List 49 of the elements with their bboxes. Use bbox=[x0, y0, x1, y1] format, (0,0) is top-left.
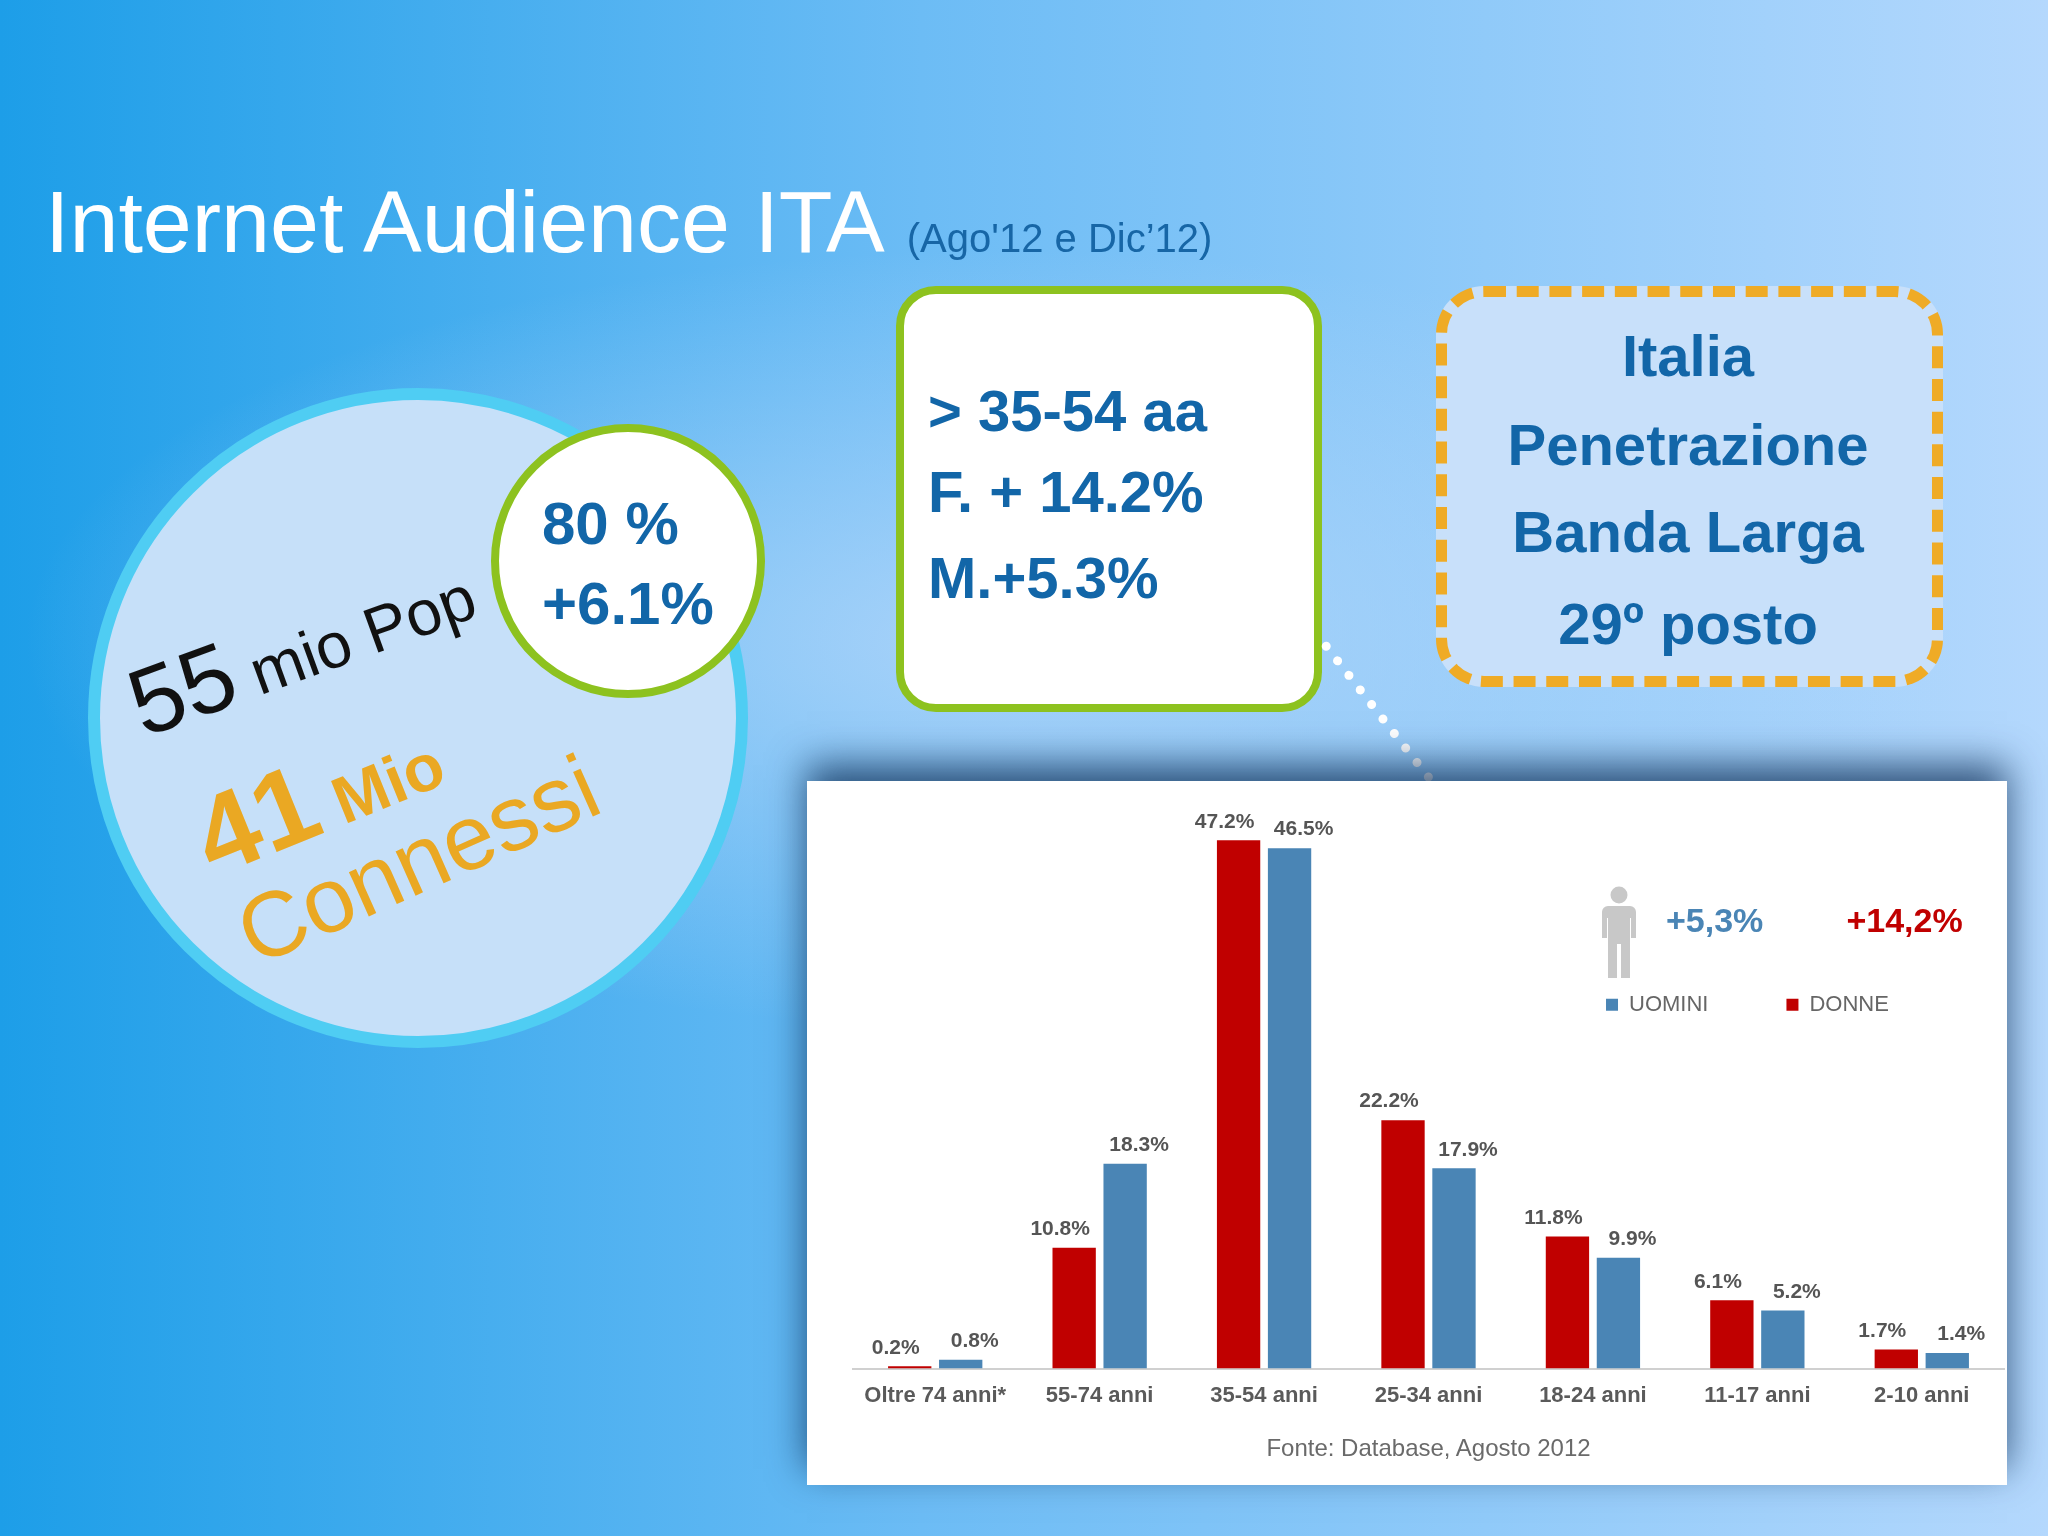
bar bbox=[1874, 1349, 1918, 1369]
data-label: 18.3% bbox=[1109, 1132, 1170, 1156]
data-label: 6.1% bbox=[1693, 1268, 1743, 1292]
text: +6.1% bbox=[542, 568, 714, 638]
legend-label: UOMINI bbox=[1629, 990, 1709, 1016]
text: M.+5.3% bbox=[928, 543, 1159, 611]
bar bbox=[1381, 1120, 1425, 1369]
text: 80 % bbox=[542, 488, 679, 558]
x-tick-label: 35-54 anni bbox=[1210, 1381, 1318, 1407]
x-tick-label: 18-24 anni bbox=[1539, 1381, 1647, 1407]
x-tick-label: 25-34 anni bbox=[1374, 1381, 1483, 1407]
bar bbox=[1432, 1168, 1476, 1369]
bar bbox=[1052, 1247, 1096, 1369]
bar bbox=[1545, 1236, 1590, 1369]
data-label: 46.5% bbox=[1273, 816, 1334, 840]
source-note: Fonte: Database, Agosto 2012 bbox=[1266, 1434, 1591, 1462]
text: 29º posto bbox=[1558, 589, 1818, 657]
text: Internet Audience ITA bbox=[45, 172, 885, 271]
bar bbox=[1710, 1300, 1754, 1369]
data-label: 9.9% bbox=[1608, 1226, 1657, 1250]
bar bbox=[1267, 848, 1312, 1369]
data-label: 22.2% bbox=[1359, 1088, 1420, 1112]
x-tick-label: 55-74 anni bbox=[1045, 1381, 1154, 1407]
bar bbox=[1761, 1310, 1805, 1369]
data-label: 17.9% bbox=[1438, 1136, 1499, 1160]
data-label: 0.8% bbox=[950, 1327, 999, 1351]
data-label: 1.7% bbox=[1858, 1317, 1907, 1341]
text: F. + 14.2% bbox=[928, 457, 1204, 525]
data-label: 1.4% bbox=[1937, 1321, 1986, 1345]
text: > 35-54 aa bbox=[928, 376, 1207, 444]
data-label: 5.2% bbox=[1772, 1278, 1822, 1302]
text: Italia bbox=[1621, 321, 1755, 389]
x-tick-label: 11-17 anni bbox=[1704, 1381, 1811, 1407]
annotation: +5,3% bbox=[1666, 900, 1764, 940]
data-label: 11.8% bbox=[1524, 1204, 1583, 1228]
annotation: +14,2% bbox=[1846, 900, 1963, 940]
data-label: 0.2% bbox=[871, 1334, 920, 1358]
bar bbox=[1925, 1352, 1969, 1369]
bar bbox=[1103, 1163, 1147, 1369]
x-tick-label: 2-10 anni bbox=[1874, 1381, 1970, 1407]
x-tick-label: Oltre 74 anni* bbox=[864, 1381, 1007, 1407]
text: (Ago'12 e Dic’12) bbox=[906, 216, 1213, 260]
data-label: 47.2% bbox=[1194, 808, 1255, 832]
legend-label: DONNE bbox=[1809, 990, 1889, 1016]
text: Banda Larga bbox=[1512, 497, 1864, 565]
bar bbox=[1596, 1257, 1641, 1369]
bar bbox=[1216, 840, 1261, 1369]
text: Penetrazione bbox=[1507, 410, 1869, 478]
data-label: 10.8% bbox=[1030, 1216, 1091, 1240]
